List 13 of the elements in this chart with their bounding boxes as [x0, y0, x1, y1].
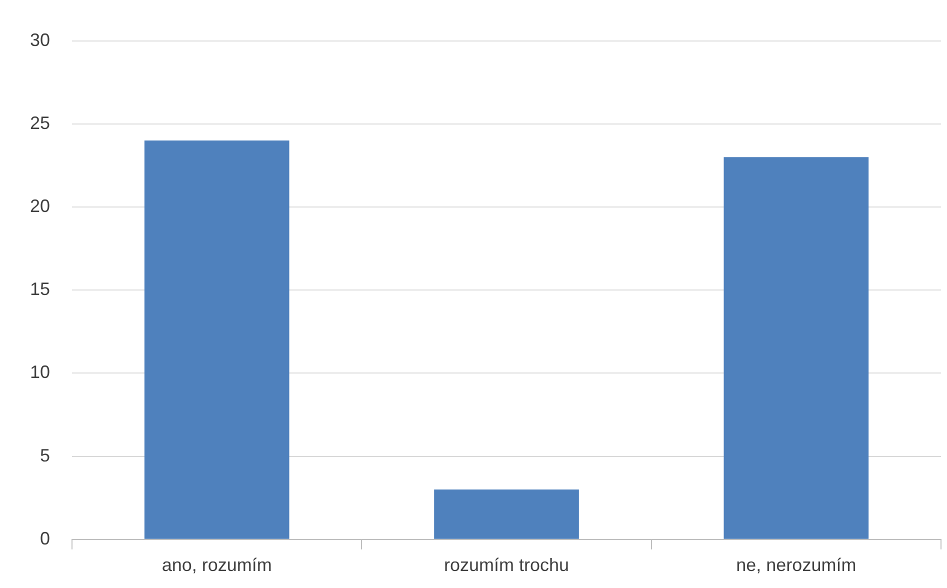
- y-tick-label: 10: [30, 362, 50, 382]
- x-tick-label: rozumím trochu: [444, 555, 570, 576]
- y-tick-label: 5: [40, 445, 50, 466]
- x-tick-label: ne, nerozumím: [736, 555, 856, 576]
- y-tick-label: 15: [30, 279, 50, 300]
- bar: [144, 140, 290, 539]
- y-tick-label: 30: [30, 30, 50, 50]
- y-tick-label: 0: [40, 528, 50, 548]
- x-tick-label: ano, rozumím: [162, 555, 272, 576]
- bar: [434, 490, 579, 539]
- bar: [724, 157, 869, 539]
- y-tick-label: 20: [30, 196, 50, 216]
- y-tick-label: 25: [30, 112, 50, 133]
